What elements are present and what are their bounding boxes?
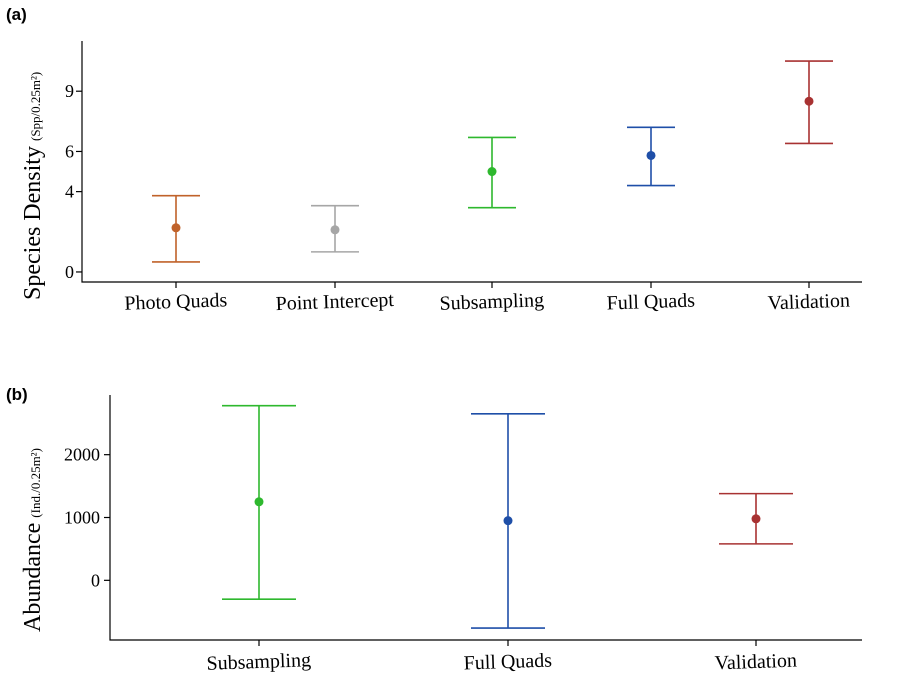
panel-b-errorbar-group	[719, 492, 793, 545]
panel-b-ytick-label: 2000	[64, 445, 100, 465]
panel-a-ylabel: Species Density (Spp/0.25m²)	[20, 72, 46, 300]
panel-b-ytick-label: 0	[91, 570, 100, 590]
panel-b-label: (b)	[6, 385, 28, 404]
panel-a: (a) 0 4 6 9 Photo Quads Point Intercept Subsa…	[6, 5, 862, 315]
panel-a-category-label: Validation	[767, 290, 850, 315]
panel-a-mean-point	[330, 225, 340, 235]
panel-b-y-ticks: 0 1000 2000	[64, 445, 110, 590]
panel-a-errorbar-group	[627, 126, 675, 187]
panel-a-category-label: Subsampling	[439, 289, 544, 315]
panel-a-mean-point	[487, 167, 497, 177]
panel-a-errorbar-group	[152, 194, 200, 263]
panel-a-mean-point	[646, 150, 656, 160]
panel-b-marks	[222, 404, 793, 629]
panel-b-ylabel: Abundance (Ind./0.25m²)	[20, 448, 46, 632]
panel-a-errorbar-group	[468, 136, 516, 209]
panel-a-mean-point	[804, 96, 814, 106]
panel-a-axes	[81, 41, 862, 283]
panel-a-label: (a)	[6, 5, 27, 24]
panel-b-axes	[109, 395, 862, 641]
panel-a-category-label: Point Intercept	[275, 289, 394, 315]
panel-b-mean-point	[503, 516, 513, 526]
panel-a-category-label: Full Quads	[606, 289, 695, 314]
panel-a-ylabel-main: Species Density	[20, 146, 46, 300]
panel-b-category-label: Subsampling	[206, 649, 311, 675]
panel-b-x-categories: Subsampling Full Quads Validation	[206, 640, 797, 675]
panel-a-category-label: Photo Quads	[124, 289, 228, 315]
panel-a-x-categories: Photo Quads Point Intercept Subsampling Ful…	[124, 282, 850, 315]
panel-b: (b) 0 1000 2000 Subsampling Full Quads Valid…	[6, 385, 862, 675]
panel-a-ylabel-unit: (Spp/0.25m²)	[28, 72, 43, 141]
panel-b-mean-point	[751, 514, 761, 524]
panel-a-errorbar-group	[311, 204, 359, 253]
panel-a-ytick-label: 9	[65, 81, 74, 101]
panel-a-marks	[152, 60, 833, 263]
panel-b-category-label: Validation	[714, 650, 797, 675]
panel-b-ytick-label: 1000	[64, 508, 100, 528]
panel-a-y-ticks: 0 4 6 9	[65, 81, 82, 282]
panel-b-ylabel-unit: (Ind./0.25m²)	[28, 448, 43, 518]
panel-a-ytick-label: 0	[65, 262, 74, 282]
panel-b-errorbar-group	[222, 404, 296, 600]
panel-a-ytick-label: 4	[65, 182, 74, 202]
panel-a-mean-point	[171, 223, 181, 233]
panel-b-ylabel-main: Abundance	[20, 523, 46, 632]
panel-b-mean-point	[254, 497, 264, 507]
panel-a-ytick-label: 6	[65, 141, 74, 161]
panel-b-category-label: Full Quads	[463, 649, 552, 674]
panel-a-errorbar-group	[785, 60, 833, 145]
panel-b-errorbar-group	[471, 413, 545, 629]
